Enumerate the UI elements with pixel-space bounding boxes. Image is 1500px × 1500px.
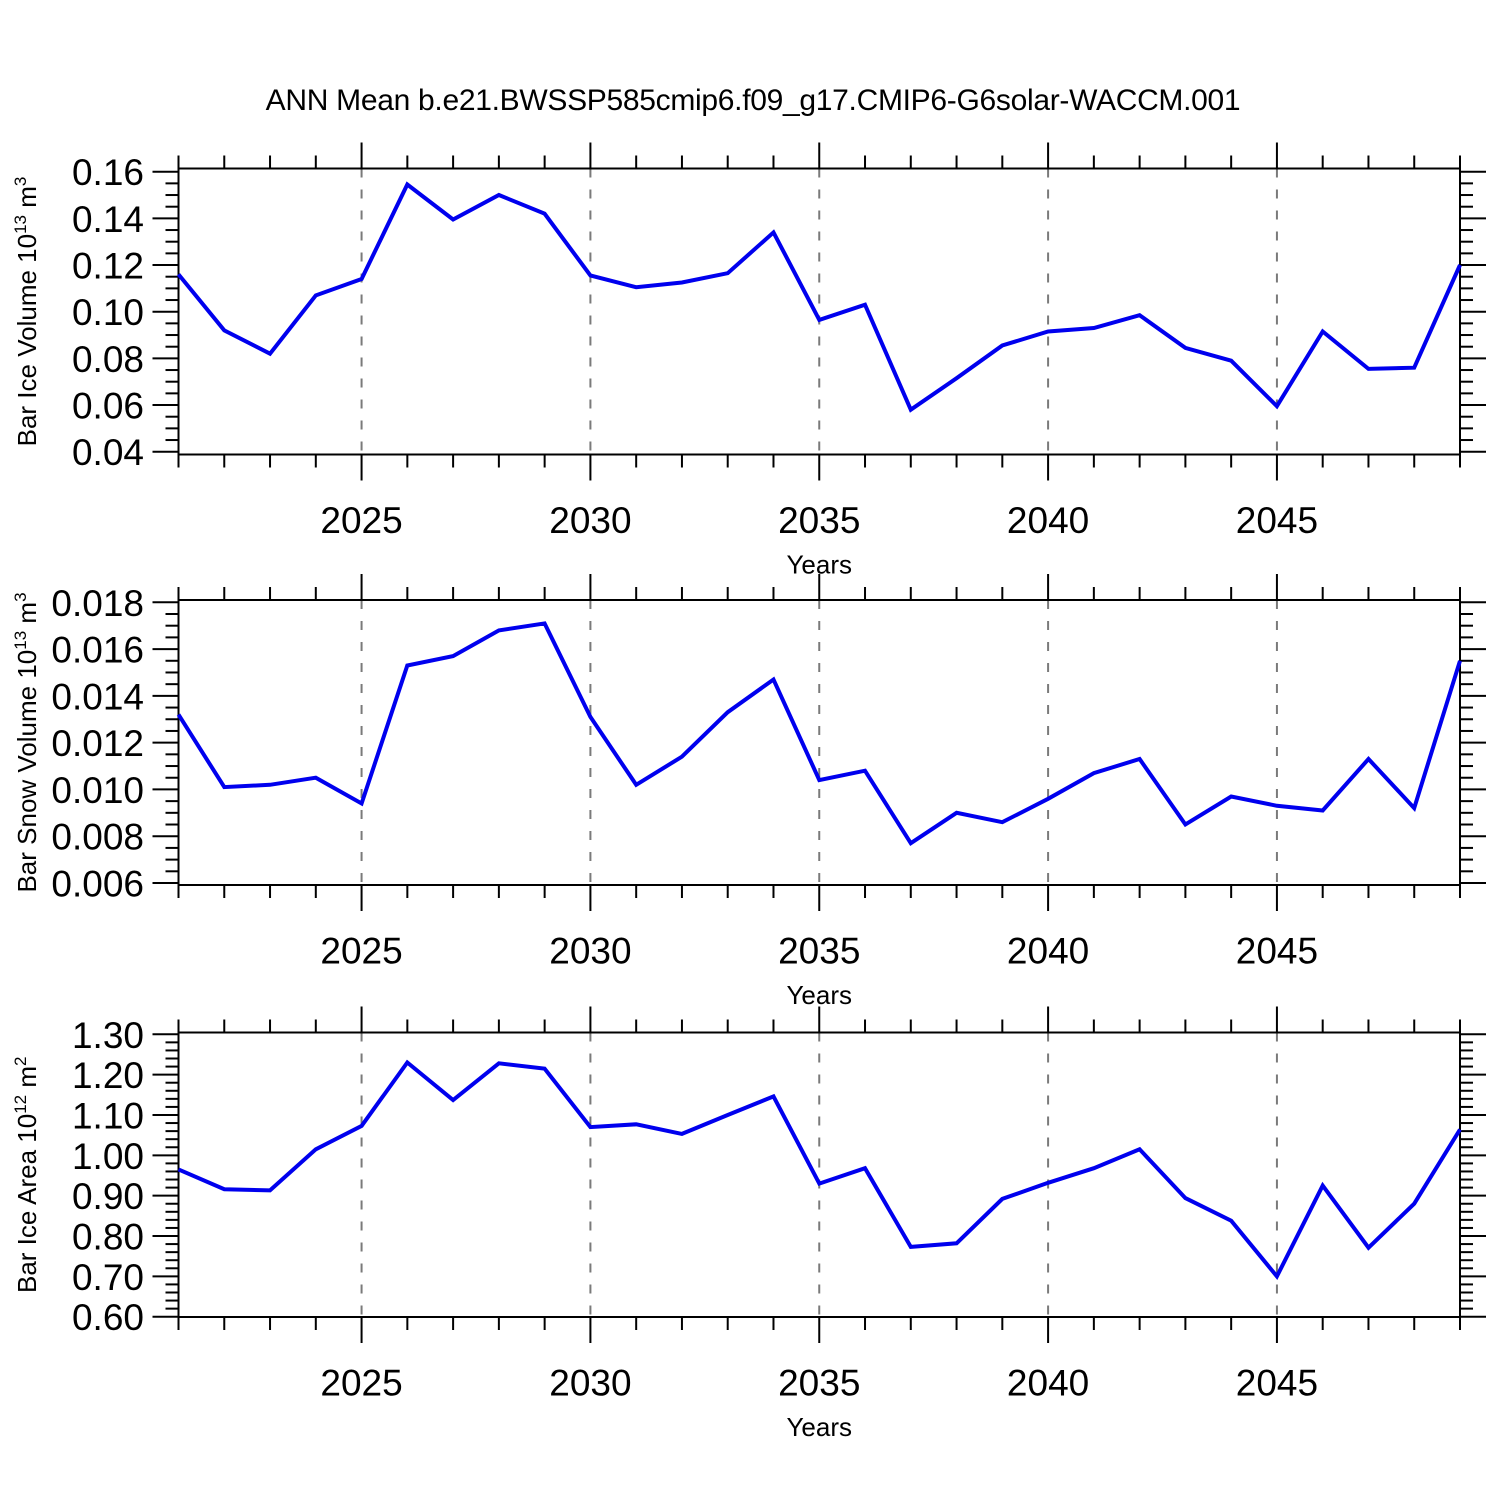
x-tick-label: 2035 [778,931,860,972]
x-tick-label: 2030 [549,931,631,972]
y-tick-label: 0.60 [72,1297,144,1338]
x-tick-label: 2030 [549,500,631,541]
x-axis-title: Years [786,1412,852,1442]
y-tick-label: 0.006 [51,864,144,905]
x-tick-label: 2040 [1007,1363,1089,1404]
panel-3: 0.600.700.800.901.001.101.201.30 2025 2030… [11,1006,1486,1442]
x-axis-title: Years [786,980,852,1010]
y-tick-label: 0.08 [72,339,144,380]
panel-1: 0.04 0.06 0.08 0.10 0.12 0.14 0.16 2025 2030 2035… [11,142,1486,580]
y-tick-label: 0.008 [51,817,144,858]
y-tick-label: 1.00 [72,1136,144,1177]
x-tick-label: 2045 [1236,1363,1318,1404]
y-tick-label: 1.20 [72,1055,144,1096]
plot-frame [177,1031,1461,1318]
y-tick-label: 0.90 [72,1176,144,1217]
x-tick-label: 2040 [1007,500,1089,541]
y-tick-label: 0.016 [51,630,144,671]
panels-group: 0.04 0.06 0.08 0.10 0.12 0.14 0.16 2025 2030 2035… [11,142,1486,1442]
y-tick-label: 0.06 [72,386,144,427]
x-tick-label: 2025 [320,500,402,541]
y-tick-label: 0.012 [51,723,144,764]
y-axis-title: Bar Ice Volume 1013 m3 [11,177,42,447]
x-tick-label: 2045 [1236,500,1318,541]
x-tick-label: 2030 [549,1363,631,1404]
y-tick-label: 0.010 [51,770,144,811]
y-tick-label: 0.80 [72,1217,144,1258]
y-axis-title: Bar Ice Area 1012 m2 [11,1056,42,1293]
y-tick-label: 0.018 [51,583,144,624]
series-line-panel-3 [177,1059,1462,1281]
y-tick-label: 1.30 [72,1015,144,1056]
x-tick-label: 2045 [1236,931,1318,972]
y-tick-label: 0.10 [72,292,144,333]
series-line-panel-2 [176,621,1462,846]
figure-title: ANN Mean b.e21.BWSSP585cmip6.f09_g17.CMI… [266,84,1241,117]
y-tick-label: 0.70 [72,1257,144,1298]
x-tick-label: 2025 [320,931,402,972]
series-line-panel-1 [176,181,1462,413]
plot-frame [177,167,1461,456]
x-tick-label: 2035 [778,1363,860,1404]
panel-2: 0.006 0.008 0.010 0.012 0.014 0.016 0.018 2025 2… [11,574,1486,1010]
y-tick-label: 0.12 [72,246,144,287]
x-tick-label: 2040 [1007,931,1089,972]
y-tick-label: 0.16 [72,152,144,193]
x-tick-label: 2025 [320,1363,402,1404]
plot-frame [177,599,1461,886]
y-tick-label: 0.04 [72,432,144,473]
y-axis-title: Bar Snow Volume 1013 m3 [11,592,42,892]
y-tick-label: 0.14 [72,199,144,240]
y-tick-label: 1.10 [72,1095,144,1136]
y-tick-label: 0.014 [51,676,144,717]
x-tick-label: 2035 [778,500,860,541]
